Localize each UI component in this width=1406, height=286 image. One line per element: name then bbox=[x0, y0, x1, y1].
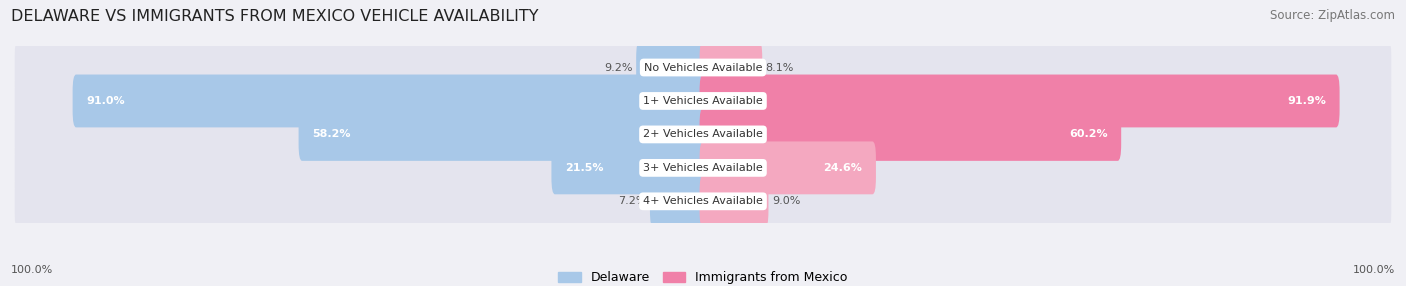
Text: 4+ Vehicles Available: 4+ Vehicles Available bbox=[643, 196, 763, 206]
Text: 7.2%: 7.2% bbox=[619, 196, 647, 206]
Text: Source: ZipAtlas.com: Source: ZipAtlas.com bbox=[1270, 9, 1395, 21]
FancyBboxPatch shape bbox=[636, 41, 706, 94]
Text: 21.5%: 21.5% bbox=[565, 163, 603, 173]
Text: 58.2%: 58.2% bbox=[312, 130, 352, 139]
FancyBboxPatch shape bbox=[14, 142, 1392, 194]
Text: 8.1%: 8.1% bbox=[766, 63, 794, 73]
Text: 2+ Vehicles Available: 2+ Vehicles Available bbox=[643, 130, 763, 139]
FancyBboxPatch shape bbox=[700, 108, 1121, 161]
Text: DELAWARE VS IMMIGRANTS FROM MEXICO VEHICLE AVAILABILITY: DELAWARE VS IMMIGRANTS FROM MEXICO VEHIC… bbox=[11, 9, 538, 23]
FancyBboxPatch shape bbox=[14, 41, 1392, 94]
Text: 3+ Vehicles Available: 3+ Vehicles Available bbox=[643, 163, 763, 173]
Text: 100.0%: 100.0% bbox=[1353, 265, 1395, 275]
FancyBboxPatch shape bbox=[700, 41, 762, 94]
Text: No Vehicles Available: No Vehicles Available bbox=[644, 63, 762, 73]
Text: 91.0%: 91.0% bbox=[86, 96, 125, 106]
Text: 100.0%: 100.0% bbox=[11, 265, 53, 275]
Text: 1+ Vehicles Available: 1+ Vehicles Available bbox=[643, 96, 763, 106]
FancyBboxPatch shape bbox=[700, 75, 1340, 127]
FancyBboxPatch shape bbox=[73, 75, 706, 127]
FancyBboxPatch shape bbox=[14, 75, 1392, 127]
Legend: Delaware, Immigrants from Mexico: Delaware, Immigrants from Mexico bbox=[558, 271, 848, 284]
Text: 9.0%: 9.0% bbox=[772, 196, 800, 206]
FancyBboxPatch shape bbox=[14, 175, 1392, 228]
Text: 60.2%: 60.2% bbox=[1069, 130, 1108, 139]
FancyBboxPatch shape bbox=[700, 142, 876, 194]
FancyBboxPatch shape bbox=[298, 108, 706, 161]
FancyBboxPatch shape bbox=[700, 175, 769, 228]
Text: 91.9%: 91.9% bbox=[1286, 96, 1326, 106]
Text: 24.6%: 24.6% bbox=[824, 163, 862, 173]
FancyBboxPatch shape bbox=[14, 108, 1392, 161]
FancyBboxPatch shape bbox=[650, 175, 706, 228]
FancyBboxPatch shape bbox=[551, 142, 706, 194]
Text: 9.2%: 9.2% bbox=[605, 63, 633, 73]
